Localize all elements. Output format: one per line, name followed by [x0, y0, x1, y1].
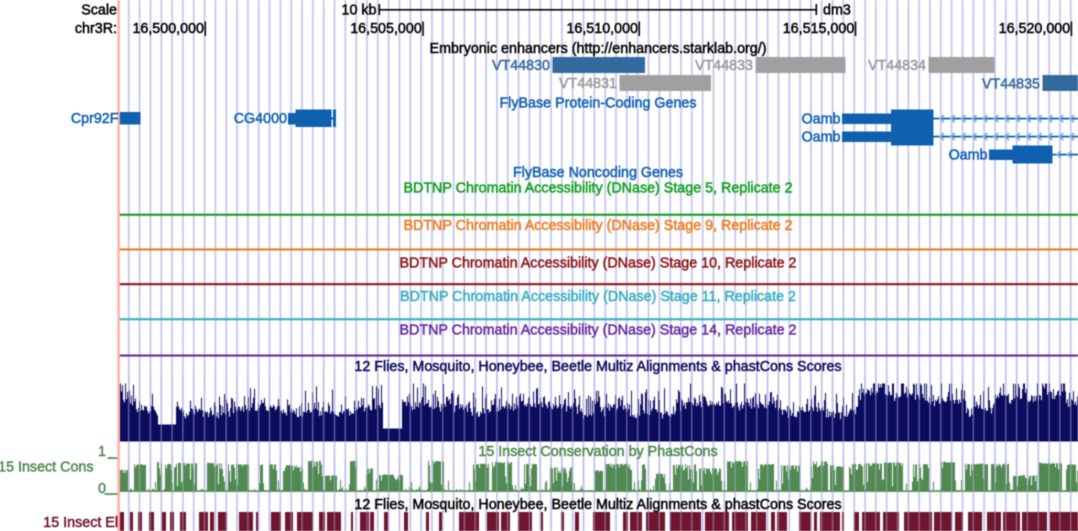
svg-text:BDTNP Chromatin Accessibility: BDTNP Chromatin Accessibility (DNase) St… — [400, 289, 796, 305]
svg-text:CG4000: CG4000 — [234, 111, 287, 127]
svg-text:Cpr92F: Cpr92F — [71, 111, 119, 127]
svg-text:15 Insect El: 15 Insect El — [43, 515, 118, 531]
svg-text:VT44833: VT44833 — [695, 58, 753, 74]
svg-text:0: 0 — [98, 481, 106, 497]
svg-text:VT44835: VT44835 — [982, 77, 1040, 93]
svg-text:BDTNP Chromatin Accessibility: BDTNP Chromatin Accessibility (DNase) St… — [399, 323, 796, 339]
svg-text:15 Insect Cons: 15 Insect Cons — [0, 459, 94, 475]
svg-text:10 kb: 10 kb — [342, 3, 377, 19]
svg-text:Oamb: Oamb — [802, 112, 841, 128]
svg-text:16,510,000: 16,510,000 — [566, 21, 638, 37]
svg-text:16,505,000: 16,505,000 — [350, 21, 422, 37]
svg-text:16,500,000: 16,500,000 — [132, 21, 204, 37]
svg-text:BDTNP Chromatin Accessibility: BDTNP Chromatin Accessibility (DNase) St… — [403, 181, 792, 197]
svg-text:VT44831: VT44831 — [559, 76, 617, 92]
svg-text:12 Flies, Mosquito, Honeybee,: 12 Flies, Mosquito, Honeybee, Beetle Mul… — [354, 359, 841, 375]
svg-text:1: 1 — [98, 444, 106, 460]
svg-text:12 Flies, Mosquito, Honeybee,: 12 Flies, Mosquito, Honeybee, Beetle Mul… — [354, 497, 841, 513]
svg-text:FlyBase Noncoding Genes: FlyBase Noncoding Genes — [513, 165, 683, 181]
svg-text:dm3: dm3 — [823, 3, 851, 19]
svg-text:Embryonic enhancers (http://en: Embryonic enhancers (http://enhancers.st… — [430, 41, 767, 57]
svg-text:15 Insect Conservation by Phas: 15 Insect Conservation by PhastCons — [478, 444, 717, 460]
svg-text:BDTNP Chromatin Accessibility: BDTNP Chromatin Accessibility (DNase) St… — [399, 256, 796, 272]
svg-text:chr3R:: chr3R: — [75, 21, 117, 37]
svg-text:Oamb: Oamb — [802, 130, 841, 146]
svg-text:Oamb: Oamb — [949, 148, 988, 164]
svg-text:VT44834: VT44834 — [868, 58, 926, 74]
svg-text:Scale: Scale — [81, 3, 117, 19]
svg-text:BDTNP Chromatin Accessibility: BDTNP Chromatin Accessibility (DNase) St… — [403, 218, 792, 234]
svg-text:VT44830: VT44830 — [492, 58, 550, 74]
svg-text:16,515,000: 16,515,000 — [783, 21, 855, 37]
svg-text:16,520,000: 16,520,000 — [999, 21, 1071, 37]
svg-text:FlyBase Protein-Coding Genes: FlyBase Protein-Coding Genes — [499, 96, 696, 112]
